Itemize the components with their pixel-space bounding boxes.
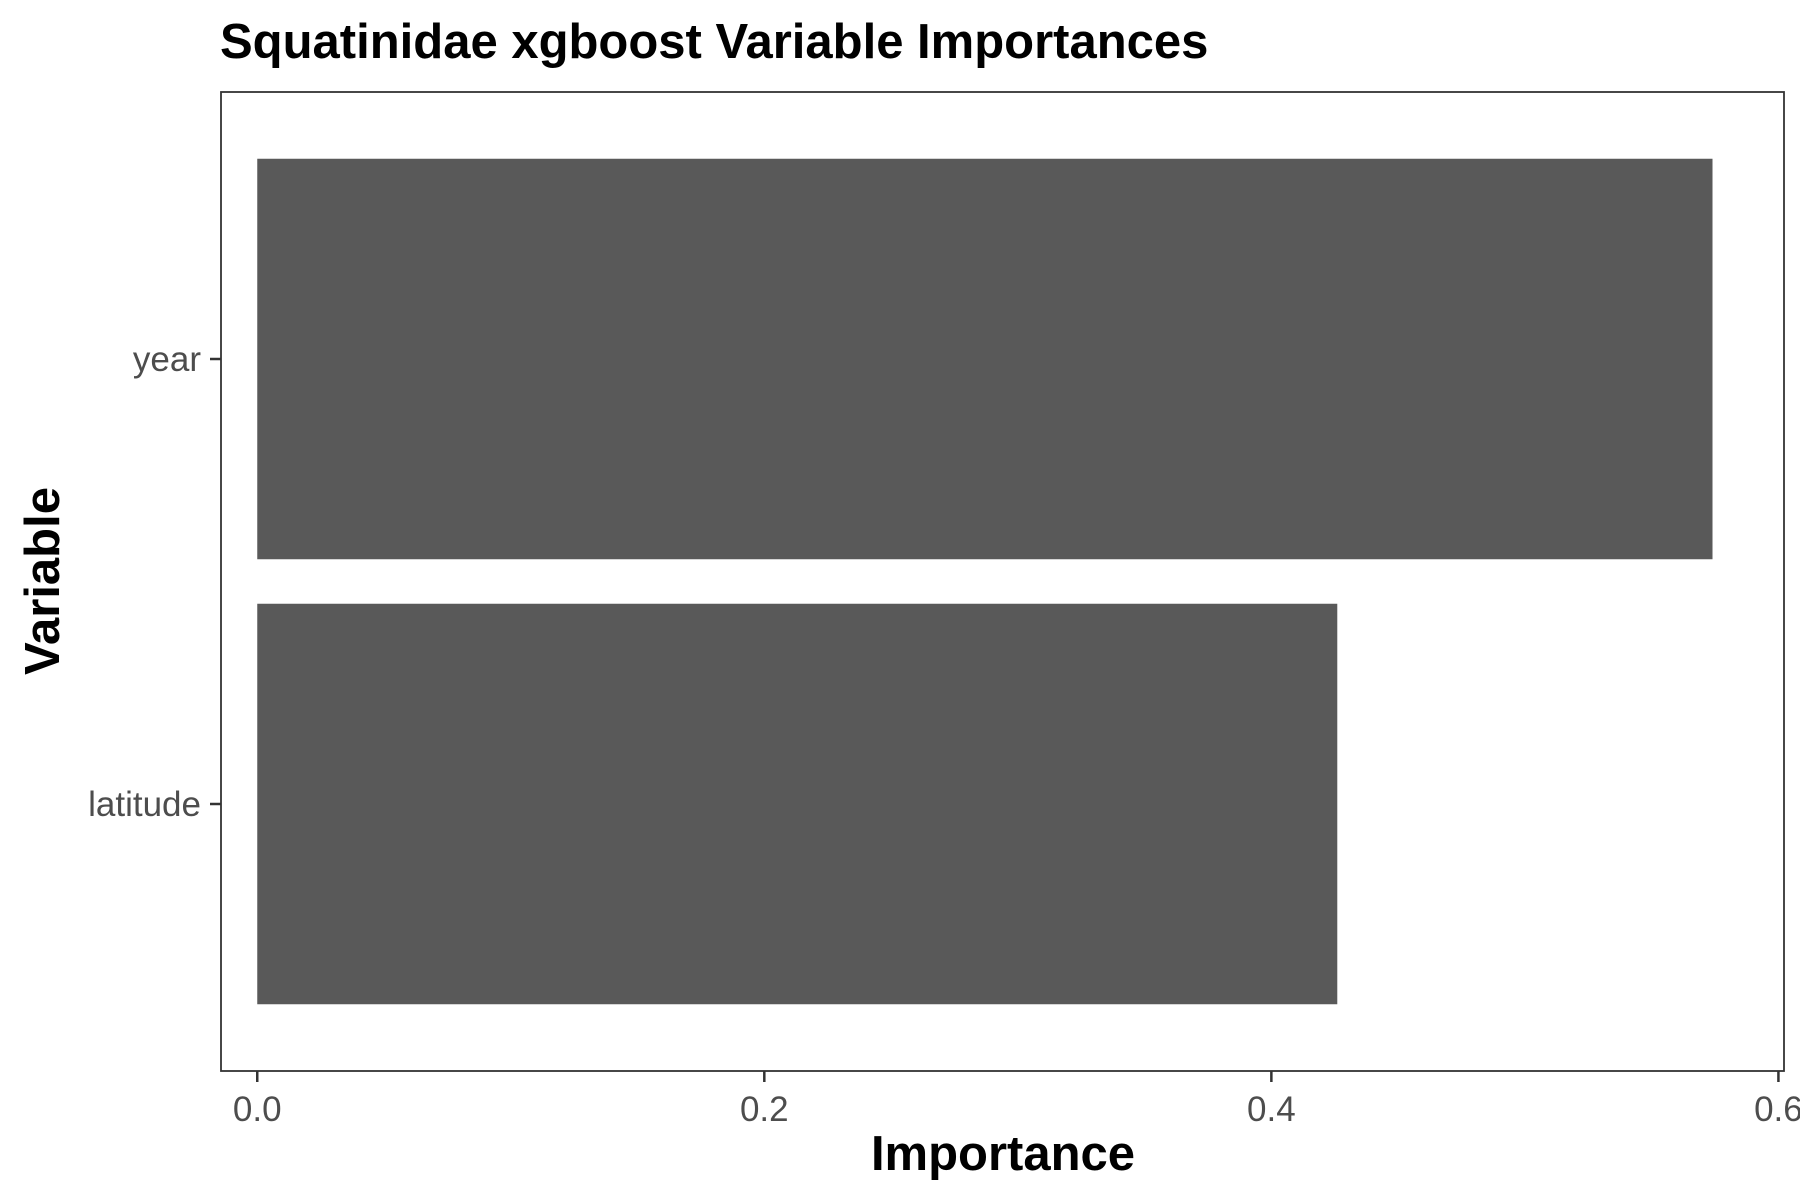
x-tick-label: 0.4 (1247, 1090, 1296, 1129)
y-tick-label-latitude: latitude (88, 785, 201, 824)
plot-panel-border (220, 91, 1785, 1072)
x-tick-label: 0.0 (233, 1090, 282, 1129)
chart-title: Squatinidae xgboost Variable Importances (220, 15, 1208, 69)
bars-layer (257, 158, 1713, 1005)
x-tick-label: 0.6 (1754, 1090, 1800, 1129)
y-axis-title: Variable (16, 487, 70, 675)
bar-year (257, 158, 1713, 560)
y-axis: year latitude (88, 340, 221, 824)
bar-latitude (257, 603, 1338, 1005)
x-tick-label: 0.2 (740, 1090, 789, 1129)
x-axis-title: Importance (871, 1127, 1135, 1181)
x-axis: 0.0 0.2 0.4 0.6 (233, 1071, 1800, 1129)
y-tick-label-year: year (133, 340, 201, 379)
